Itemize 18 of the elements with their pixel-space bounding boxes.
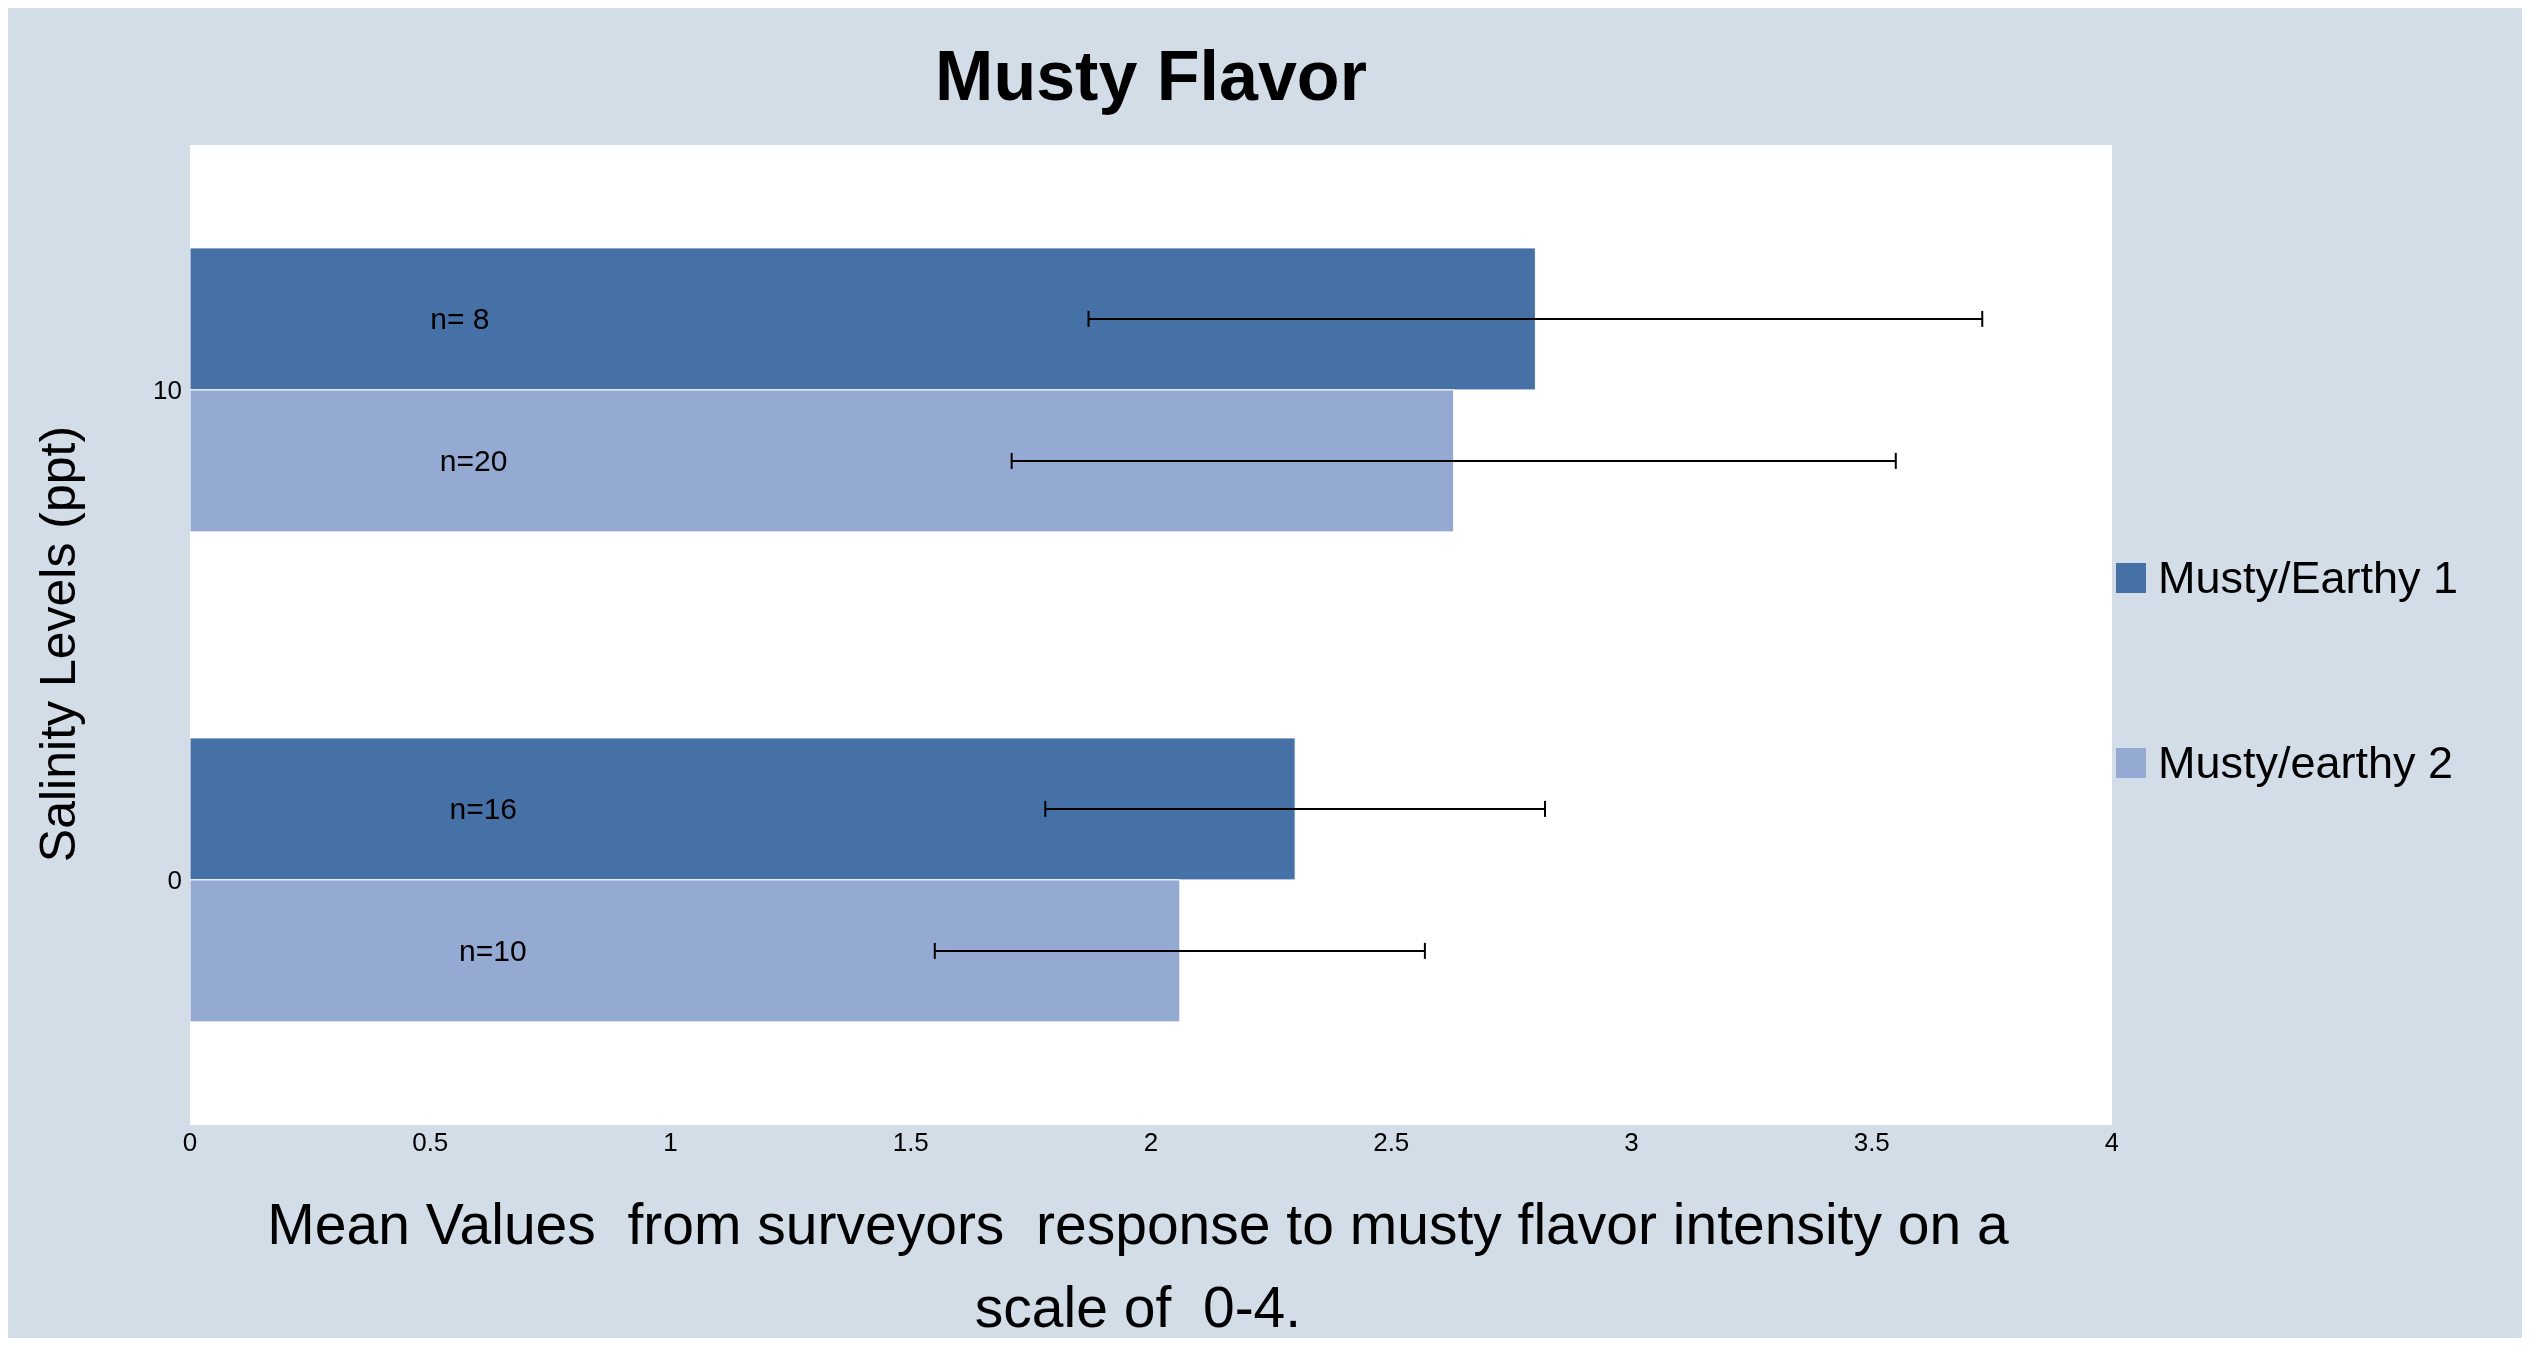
y-axis-title: Salinity Levels (ppt)	[29, 425, 87, 863]
x-tick-label: 0.5	[412, 1127, 449, 1158]
legend-label: Musty/earthy 2	[2158, 737, 2454, 789]
x-axis-title: Mean Values from surveyors response to musty flavor intensity on a scale of 0-4.	[266, 1191, 2010, 1341]
y-tick-label: 10	[153, 375, 182, 406]
x-tick-label: 3.5	[1853, 1127, 1890, 1158]
legend-label: Musty/Earthy 1	[2158, 552, 2459, 604]
annotation: n=16	[449, 791, 518, 826]
annotation: n=20	[439, 444, 508, 479]
x-tick-label: 2.5	[1373, 1127, 1410, 1158]
annotation: n= 8	[430, 301, 490, 336]
x-tick-label: 2	[1143, 1127, 1159, 1158]
x-tick-label: 3	[1624, 1127, 1639, 1158]
annotation: n=10	[459, 934, 527, 969]
x-tick-label: 1.5	[892, 1127, 929, 1158]
x-tick-label: 1	[663, 1127, 678, 1158]
x-tick-label: 4	[2104, 1127, 2120, 1158]
chart-title: Musty Flavor	[934, 36, 1368, 116]
